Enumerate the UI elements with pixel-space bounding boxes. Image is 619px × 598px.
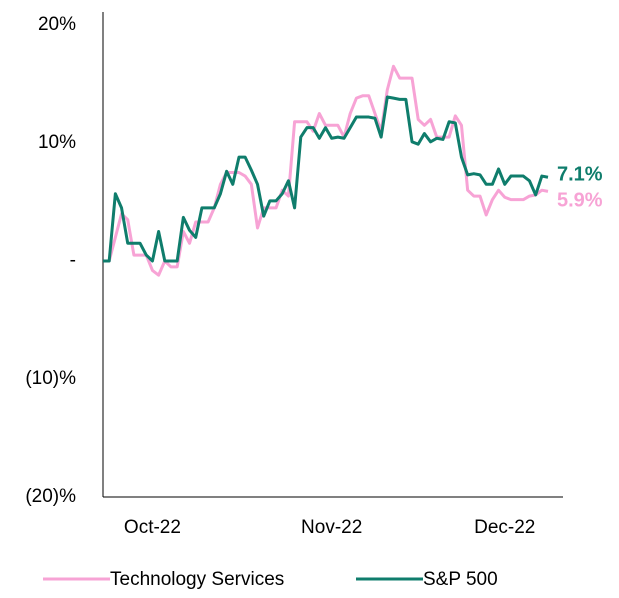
y-tick-label: (20)%: [25, 486, 76, 507]
series-line: [103, 64, 549, 277]
y-tick-label: 10%: [38, 132, 76, 153]
x-tick-label: Nov-22: [301, 517, 362, 538]
legend-label: Technology Services: [110, 569, 284, 590]
legend-label: S&P 500: [423, 569, 498, 590]
x-tick-label: Oct-22: [124, 517, 181, 538]
end-label: 7.1%: [557, 164, 603, 186]
y-tick-label: 20%: [38, 14, 76, 35]
series-line: [103, 95, 549, 263]
y-tick-label: -: [70, 250, 76, 271]
y-tick-label: (10)%: [25, 368, 76, 389]
x-tick-label: Dec-22: [474, 517, 535, 538]
end-label: 5.9%: [557, 190, 603, 212]
